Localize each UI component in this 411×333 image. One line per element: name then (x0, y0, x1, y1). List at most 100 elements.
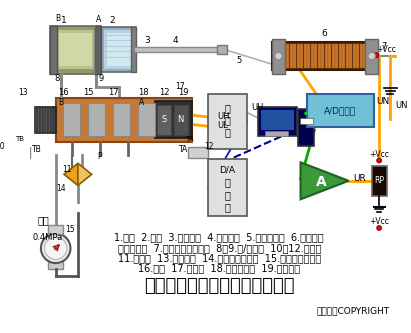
Bar (258, 107, 297, 137)
Circle shape (45, 237, 67, 259)
Text: 9: 9 (98, 74, 104, 83)
Bar (50, 26, 57, 74)
Text: S: S (161, 115, 166, 124)
Circle shape (374, 53, 379, 58)
Bar (328, 44, 331, 68)
Circle shape (304, 112, 308, 115)
Text: N: N (177, 115, 184, 124)
Text: 转: 转 (225, 178, 231, 188)
Text: 13: 13 (18, 88, 28, 97)
Bar (325, 44, 328, 68)
Text: 3: 3 (144, 36, 150, 45)
Bar (318, 44, 321, 68)
Text: 换: 换 (225, 190, 231, 200)
Text: P: P (98, 152, 102, 161)
Circle shape (377, 158, 381, 163)
Bar (279, 44, 282, 68)
Text: RP: RP (374, 176, 384, 185)
Bar (63, 103, 80, 137)
Text: 7: 7 (381, 42, 386, 51)
Bar (9, 147, 30, 158)
Bar (307, 44, 310, 68)
Text: A: A (139, 98, 144, 107)
Bar (266, 131, 288, 136)
Polygon shape (300, 163, 349, 199)
Bar (304, 44, 307, 68)
Bar (367, 44, 370, 68)
Text: UH: UH (252, 103, 264, 112)
Circle shape (275, 52, 282, 60)
Bar (217, 45, 226, 54)
Bar (88, 103, 105, 137)
Bar (131, 27, 136, 72)
Bar (290, 44, 293, 68)
Bar (311, 44, 314, 68)
Text: TB: TB (15, 136, 24, 142)
Circle shape (41, 233, 70, 263)
Text: 11.进气孔  13.电磁线圈  14.电动比例调节阀  15.气源处理三联件: 11.进气孔 13.电磁线圈 14.电动比例调节阀 15.气源处理三联件 (118, 253, 321, 263)
Text: 12: 12 (204, 142, 214, 151)
Text: 1: 1 (61, 16, 67, 25)
Text: 17: 17 (108, 88, 118, 97)
Bar (335, 44, 338, 68)
Text: TA: TA (185, 136, 194, 142)
Text: 11: 11 (62, 165, 72, 174)
Bar (314, 44, 317, 68)
Bar (55, 30, 96, 69)
Text: 2: 2 (109, 16, 115, 25)
Bar (48, 261, 63, 269)
Bar (363, 44, 366, 68)
Text: TA: TA (179, 145, 188, 154)
Polygon shape (64, 163, 78, 185)
Text: 16.阀心  17.阀心杆  18.电磁阀壳体  19.永久磁铁: 16.阀心 17.阀心杆 18.电磁阀壳体 19.永久磁铁 (138, 263, 300, 273)
Circle shape (54, 246, 58, 250)
Bar (155, 101, 192, 138)
Text: B: B (59, 98, 64, 107)
Text: 18: 18 (138, 88, 149, 97)
Text: UL: UL (217, 121, 228, 130)
Text: +Vcc: +Vcc (369, 217, 389, 226)
Text: D/A: D/A (219, 165, 236, 174)
Bar (370, 44, 373, 68)
Text: B: B (55, 14, 60, 23)
Text: 1.气缸  2.活塞  3.直线轴承  4.气缸推杆  5.电位器滑杆  6.直滑式电: 1.气缸 2.活塞 3.直线轴承 4.气缸推杆 5.电位器滑杆 6.直滑式电 (114, 232, 324, 242)
Bar (300, 44, 303, 68)
Bar (346, 44, 349, 68)
Bar (138, 103, 155, 137)
Text: 5: 5 (236, 56, 241, 65)
Text: 12: 12 (159, 88, 170, 97)
Circle shape (377, 226, 381, 230)
Text: 15: 15 (65, 225, 74, 234)
Circle shape (368, 52, 375, 60)
Text: 驱: 驱 (225, 103, 231, 113)
Bar (332, 44, 335, 68)
Bar (276, 44, 279, 68)
Bar (298, 109, 314, 146)
Text: 19: 19 (178, 88, 189, 97)
Bar (372, 166, 386, 195)
Bar (307, 94, 374, 127)
Bar (300, 118, 313, 124)
Bar (342, 44, 345, 68)
Bar (104, 30, 133, 69)
Bar (35, 107, 55, 133)
Bar (293, 44, 296, 68)
Text: 东方仿真COPYRIGHT: 东方仿真COPYRIGHT (317, 307, 390, 316)
Bar (365, 39, 378, 74)
Text: 10: 10 (0, 142, 5, 151)
Text: 0.4MPa: 0.4MPa (32, 233, 63, 242)
Bar (272, 39, 285, 74)
Text: UN: UN (376, 97, 390, 106)
Text: UR: UR (353, 174, 366, 183)
Text: 动: 动 (225, 115, 231, 125)
Bar (321, 44, 324, 68)
Text: A: A (96, 15, 101, 24)
Text: TB: TB (32, 145, 42, 154)
Bar (188, 147, 208, 158)
Bar (353, 44, 356, 68)
Text: 6: 6 (322, 29, 328, 38)
Bar (55, 98, 192, 142)
Bar (208, 94, 247, 150)
Text: 4: 4 (172, 36, 178, 45)
Bar (48, 225, 63, 234)
